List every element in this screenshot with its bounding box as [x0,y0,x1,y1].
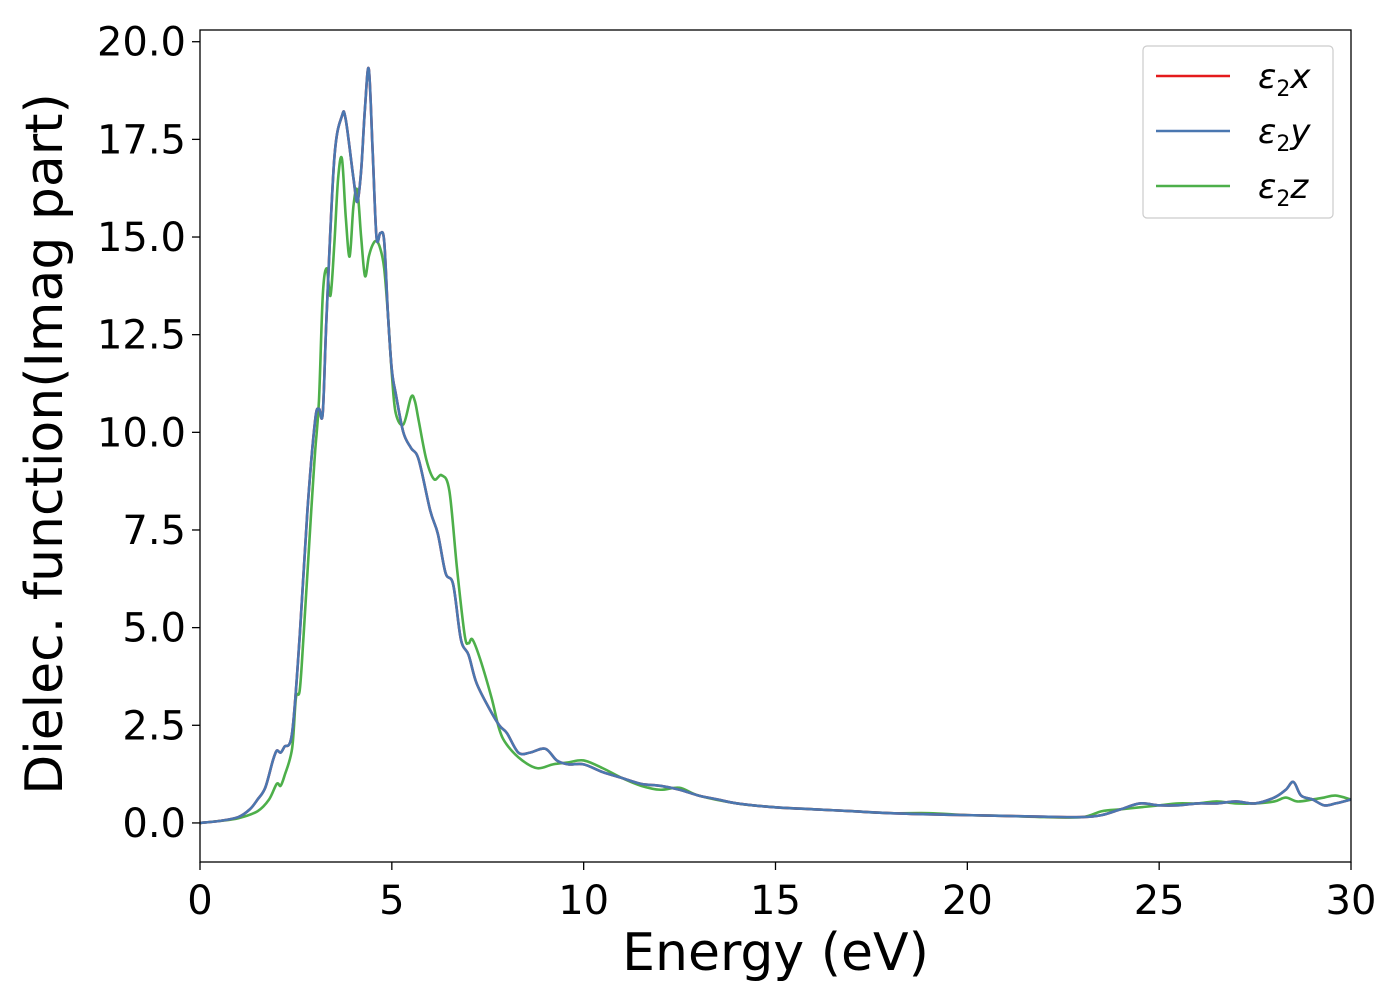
legend-box [1142,45,1334,219]
y-axis-label: Dielec. function(Imag part) [15,93,75,795]
x-tick-label: 0 [187,878,212,924]
legend-label-z: ε2z [1258,167,1309,212]
x-tick-label: 10 [558,878,609,924]
y-tick-label: 12.5 [97,313,186,359]
y-tick-label: 15.0 [97,215,186,261]
x-tick-label: 15 [750,878,801,924]
y-tick-label: 20.0 [97,20,186,66]
x-axis-label: Energy (eV) [622,923,929,983]
y-axis-ticks: 0.0 2.5 5.0 7.5 10.0 12.5 15.0 17.5 20.0 [97,20,200,847]
y-tick-label: 7.5 [122,508,186,554]
x-tick-label: 25 [1134,878,1185,924]
y-tick-label: 10.0 [97,410,186,456]
series-layer [200,66,1351,825]
y-tick-label: 2.5 [122,703,186,749]
legend: ε2x ε2y ε2z [1142,45,1334,219]
x-tick-label: 5 [379,878,404,924]
legend-label-y: ε2y [1258,112,1311,157]
y-tick-label: 5.0 [122,606,186,652]
legend-label-x: ε2x [1258,57,1311,102]
x-tick-label: 30 [1326,878,1377,924]
series-line-z [200,155,1351,825]
x-axis-ticks: 0 5 10 15 20 25 30 [187,862,1376,924]
x-tick-label: 20 [942,878,993,924]
y-tick-label: 0.0 [122,801,186,847]
y-tick-label: 17.5 [97,117,186,163]
series-line-y [200,66,1351,825]
